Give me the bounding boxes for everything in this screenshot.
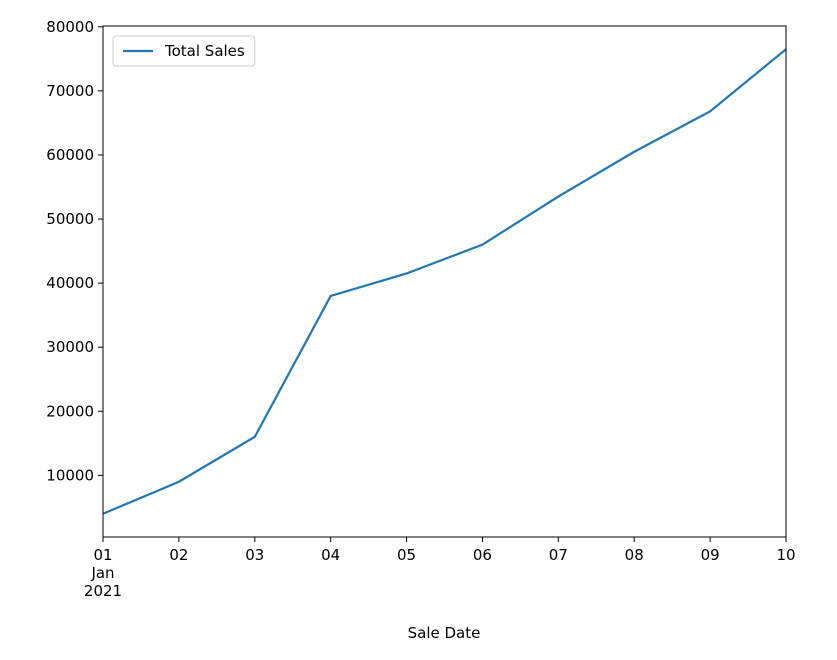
- legend: Total Sales: [112, 35, 256, 67]
- y-tick-label: 50000: [46, 210, 94, 228]
- x-tick-label: 03: [245, 546, 264, 564]
- legend-box: [112, 35, 256, 67]
- y-tick-label: 40000: [46, 274, 94, 292]
- x-tick-label: 10: [776, 546, 795, 564]
- y-tick-label: 60000: [46, 146, 94, 164]
- x-tick-label: 01 Jan 2021: [84, 546, 122, 600]
- x-tick-label: 06: [473, 546, 492, 564]
- y-tick-label: 70000: [46, 82, 94, 100]
- x-tick-label: 04: [321, 546, 340, 564]
- plot-frame: [102, 25, 787, 538]
- x-tick-label: 05: [397, 546, 416, 564]
- line: [102, 48, 787, 515]
- y-tick-label: 20000: [46, 402, 94, 420]
- y-tick-label: 30000: [46, 338, 94, 356]
- x-tick-label: 08: [625, 546, 644, 564]
- x-tick-label: 02: [169, 546, 188, 564]
- legend-label: Total Sales: [164, 42, 245, 60]
- y-tick-label: 80000: [46, 18, 94, 36]
- x-tick-label: 07: [549, 546, 568, 564]
- x-tick-label: 09: [701, 546, 720, 564]
- y-tick-label: 10000: [46, 466, 94, 484]
- x-axis-label: Sale Date: [408, 624, 481, 642]
